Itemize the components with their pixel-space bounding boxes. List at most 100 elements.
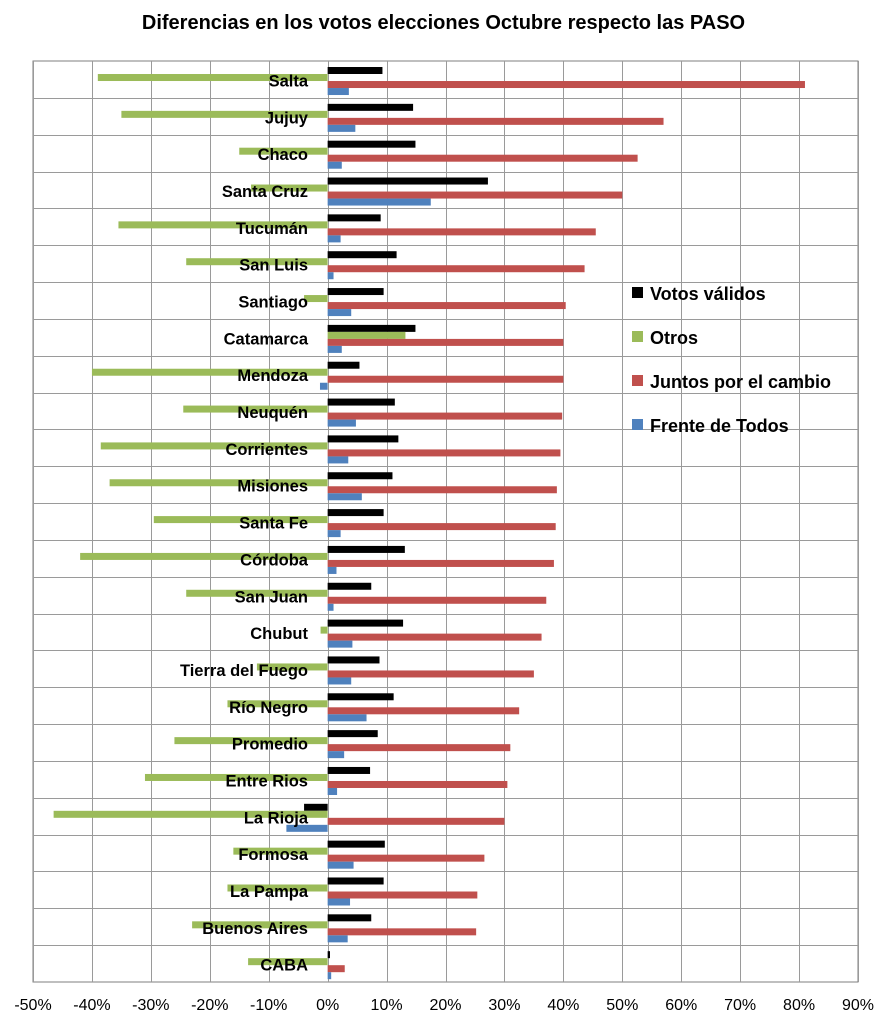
- x-tick-label: 50%: [606, 997, 638, 1014]
- x-tick-label: 0%: [316, 997, 339, 1014]
- bar-0-20: [304, 803, 328, 811]
- category-label: Santiago: [238, 294, 308, 312]
- x-tick-label: 10%: [371, 997, 403, 1014]
- bar-2-11: [327, 486, 557, 494]
- category-label: Misiones: [237, 478, 308, 496]
- bar-2-19: [327, 780, 508, 788]
- bar-0-5: [327, 251, 397, 259]
- legend-label: Otros: [650, 328, 698, 348]
- legend-label: Votos válidos: [650, 284, 766, 304]
- bar-3-14: [327, 603, 334, 611]
- category-label: Catamarca: [224, 330, 309, 348]
- bar-2-15: [327, 633, 542, 641]
- category-label: Buenos Aires: [202, 920, 308, 938]
- bar-1-12: [153, 516, 328, 524]
- bar-3-12: [327, 530, 341, 538]
- bar-3-18: [327, 751, 345, 759]
- bar-2-17: [327, 707, 520, 715]
- bar-1-20: [53, 810, 328, 818]
- bar-1-0: [97, 74, 328, 82]
- bar-2-0: [327, 81, 805, 89]
- x-tick-label: 20%: [429, 997, 461, 1014]
- bar-1-11: [109, 479, 328, 487]
- bar-2-22: [327, 891, 478, 899]
- bar-1-21: [233, 847, 328, 855]
- bar-3-10: [327, 456, 349, 464]
- bar-1-5: [186, 258, 328, 266]
- category-label: Formosa: [238, 846, 309, 864]
- bar-2-20: [327, 817, 505, 825]
- bar-0-4: [327, 214, 381, 222]
- bar-2-3: [327, 191, 623, 199]
- bar-3-19: [327, 787, 338, 795]
- bar-1-22: [227, 884, 328, 892]
- legend-swatch: [632, 375, 643, 386]
- category-label: Jujuy: [265, 109, 309, 127]
- chart-title: Diferencias en los votos elecciones Octu…: [141, 12, 746, 34]
- bar-0-19: [327, 766, 371, 774]
- x-tick-label: -50%: [14, 997, 51, 1014]
- bar-3-24: [327, 972, 332, 980]
- bar-3-1: [327, 124, 356, 132]
- bar-0-18: [327, 730, 378, 738]
- bar-1-13: [80, 552, 328, 560]
- bar-0-9: [327, 398, 395, 406]
- category-label: Mendoza: [237, 367, 308, 385]
- bar-3-11: [327, 493, 362, 501]
- x-tick-label: -40%: [73, 997, 110, 1014]
- bar-3-2: [327, 161, 342, 169]
- bar-2-7: [327, 338, 564, 346]
- bar-3-20: [286, 824, 328, 832]
- category-label: San Juan: [235, 588, 308, 606]
- category-label: San Luis: [239, 257, 308, 275]
- x-tick-label: -20%: [191, 997, 228, 1014]
- legend-label: Juntos por el cambio: [650, 372, 831, 392]
- x-tick-label: -30%: [132, 997, 169, 1014]
- bar-0-23: [327, 914, 372, 922]
- bar-1-15: [320, 626, 328, 634]
- bar-3-15: [327, 640, 353, 648]
- bar-0-13: [327, 545, 405, 553]
- bar-3-6: [327, 309, 352, 317]
- bar-2-1: [327, 117, 664, 125]
- bar-0-16: [327, 656, 380, 664]
- x-tick-label: 80%: [783, 997, 815, 1014]
- bar-0-21: [327, 840, 385, 848]
- bar-0-1: [327, 103, 414, 111]
- bar-2-12: [327, 523, 556, 531]
- bar-2-23: [327, 928, 477, 936]
- x-tick-label: 40%: [547, 997, 579, 1014]
- category-label: La Rioja: [244, 809, 309, 827]
- bar-3-16: [327, 677, 352, 685]
- bar-3-22: [327, 898, 351, 906]
- bar-2-8: [327, 375, 564, 383]
- legend-swatch: [632, 419, 643, 430]
- bar-2-10: [327, 449, 561, 457]
- category-label: Chubut: [250, 625, 308, 643]
- category-label: Chaco: [258, 146, 308, 164]
- bar-2-5: [327, 265, 585, 273]
- bar-2-13: [327, 559, 554, 567]
- bar-2-24: [327, 965, 345, 973]
- bar-0-11: [327, 472, 393, 480]
- bar-3-5: [327, 272, 334, 280]
- bar-3-4: [327, 235, 341, 243]
- bar-1-10: [100, 442, 328, 450]
- bar-1-3: [251, 184, 328, 192]
- bar-0-24: [327, 951, 330, 959]
- bar-2-18: [327, 744, 511, 752]
- x-tick-label: 70%: [724, 997, 756, 1014]
- bar-2-4: [327, 228, 596, 236]
- bar-1-8: [91, 368, 328, 376]
- bar-1-17: [227, 700, 328, 708]
- legend-swatch: [632, 331, 643, 342]
- legend-label: Frente de Todos: [650, 416, 789, 436]
- category-label: Salta: [269, 73, 309, 91]
- bar-0-12: [327, 509, 384, 517]
- bar-0-8: [327, 361, 360, 369]
- bar-0-14: [327, 582, 372, 590]
- bar-1-14: [186, 589, 328, 597]
- category-label: Tierra del Fuego: [180, 662, 308, 680]
- bar-3-17: [327, 714, 367, 722]
